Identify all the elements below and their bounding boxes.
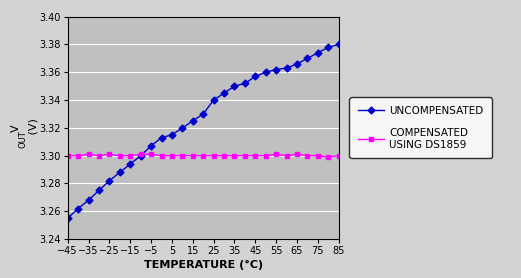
COMPENSATED
USING DS1859 [221, 154, 227, 157]
UNCOMPENSATED [304, 57, 311, 60]
UNCOMPENSATED [169, 133, 175, 136]
UNCOMPENSATED [179, 126, 185, 130]
Line: UNCOMPENSATED: UNCOMPENSATED [65, 42, 341, 221]
COMPENSATED
USING DS1859 [210, 154, 217, 157]
COMPENSATED
USING DS1859 [283, 154, 290, 157]
UNCOMPENSATED [336, 43, 342, 46]
COMPENSATED
USING DS1859 [158, 154, 165, 157]
Line: COMPENSATED
USING DS1859: COMPENSATED USING DS1859 [65, 152, 341, 160]
UNCOMPENSATED [148, 144, 154, 148]
COMPENSATED
USING DS1859 [252, 154, 258, 157]
UNCOMPENSATED [283, 66, 290, 70]
Text: OUT: OUT [19, 130, 28, 148]
Text: V: V [10, 124, 21, 132]
UNCOMPENSATED [127, 162, 133, 166]
COMPENSATED
USING DS1859 [85, 153, 92, 156]
COMPENSATED
USING DS1859 [65, 154, 71, 157]
UNCOMPENSATED [106, 179, 113, 182]
COMPENSATED
USING DS1859 [169, 154, 175, 157]
COMPENSATED
USING DS1859 [294, 153, 300, 156]
COMPENSATED
USING DS1859 [127, 154, 133, 157]
COMPENSATED
USING DS1859 [75, 154, 81, 157]
Text: (V): (V) [29, 118, 39, 138]
COMPENSATED
USING DS1859 [273, 153, 279, 156]
COMPENSATED
USING DS1859 [304, 154, 311, 157]
COMPENSATED
USING DS1859 [138, 153, 144, 156]
UNCOMPENSATED [85, 198, 92, 202]
COMPENSATED
USING DS1859 [242, 154, 248, 157]
UNCOMPENSATED [75, 207, 81, 210]
UNCOMPENSATED [117, 171, 123, 174]
UNCOMPENSATED [138, 154, 144, 157]
COMPENSATED
USING DS1859 [336, 154, 342, 157]
COMPENSATED
USING DS1859 [315, 154, 321, 157]
UNCOMPENSATED [210, 98, 217, 102]
UNCOMPENSATED [325, 46, 331, 49]
UNCOMPENSATED [273, 68, 279, 71]
UNCOMPENSATED [200, 112, 206, 116]
COMPENSATED
USING DS1859 [106, 153, 113, 156]
UNCOMPENSATED [263, 71, 269, 74]
UNCOMPENSATED [158, 136, 165, 139]
X-axis label: TEMPERATURE (°C): TEMPERATURE (°C) [144, 260, 263, 270]
COMPENSATED
USING DS1859 [263, 154, 269, 157]
COMPENSATED
USING DS1859 [179, 154, 185, 157]
COMPENSATED
USING DS1859 [96, 154, 102, 157]
UNCOMPENSATED [65, 217, 71, 220]
UNCOMPENSATED [221, 91, 227, 95]
COMPENSATED
USING DS1859 [231, 154, 238, 157]
UNCOMPENSATED [315, 51, 321, 54]
COMPENSATED
USING DS1859 [190, 154, 196, 157]
UNCOMPENSATED [190, 119, 196, 123]
Legend: UNCOMPENSATED, COMPENSATED
USING DS1859: UNCOMPENSATED, COMPENSATED USING DS1859 [350, 98, 492, 158]
UNCOMPENSATED [96, 189, 102, 192]
COMPENSATED
USING DS1859 [117, 154, 123, 157]
UNCOMPENSATED [231, 85, 238, 88]
COMPENSATED
USING DS1859 [325, 155, 331, 159]
COMPENSATED
USING DS1859 [200, 154, 206, 157]
COMPENSATED
USING DS1859 [148, 153, 154, 156]
UNCOMPENSATED [242, 82, 248, 85]
UNCOMPENSATED [252, 75, 258, 78]
UNCOMPENSATED [294, 62, 300, 66]
